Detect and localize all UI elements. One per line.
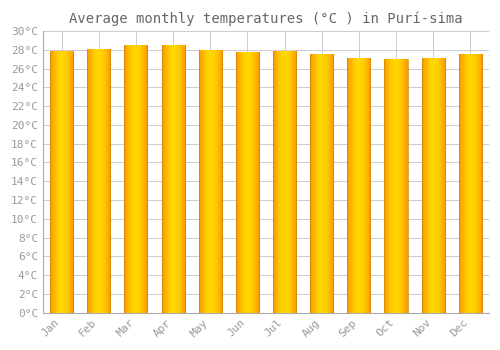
Title: Average monthly temperatures (°C ) in Purí-sima: Average monthly temperatures (°C ) in Pu… [69,11,462,26]
